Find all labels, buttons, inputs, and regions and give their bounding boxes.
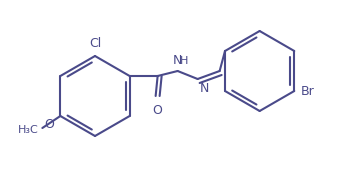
Text: N: N — [173, 54, 182, 67]
Text: Cl: Cl — [89, 37, 101, 50]
Text: O: O — [153, 104, 163, 117]
Text: Br: Br — [300, 84, 314, 98]
Text: N: N — [199, 82, 209, 95]
Text: H: H — [180, 56, 188, 66]
Text: O: O — [45, 118, 54, 131]
Text: H₃C: H₃C — [18, 125, 38, 135]
